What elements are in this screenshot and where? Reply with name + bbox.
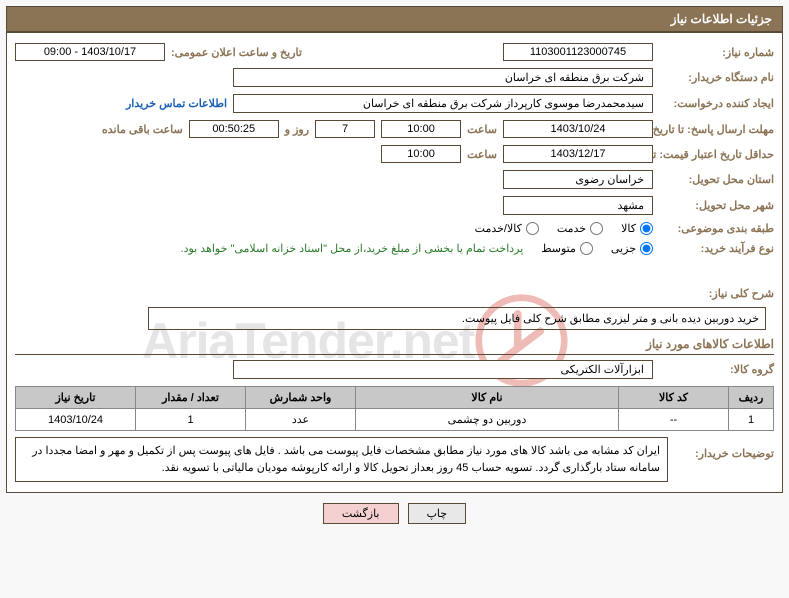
desc-label: توضیحات خریدار: xyxy=(674,437,774,460)
validity-label: حداقل تاریخ اعتبار قیمت: تا تاریخ: xyxy=(659,148,774,161)
radio-service[interactable]: خدمت xyxy=(557,222,603,235)
summary-text: خرید دوربین دیده بانی و متر لیزری مطابق … xyxy=(148,307,766,330)
contact-link[interactable]: اطلاعات تماس خریدار xyxy=(126,97,227,110)
radio-both[interactable]: کالا/خدمت xyxy=(475,222,539,235)
print-button[interactable]: چاپ xyxy=(408,503,467,524)
days-remaining: 7 xyxy=(315,120,375,138)
remaining-label: ساعت باقی مانده xyxy=(102,123,183,136)
province-value: خراسان رضوی xyxy=(503,170,653,189)
countdown: 00:50:25 xyxy=(189,120,279,138)
req-no-label: شماره نیاز: xyxy=(659,46,774,59)
announce-label: تاریخ و ساعت اعلان عمومی: xyxy=(171,46,302,59)
announce-value: 1403/10/17 - 09:00 xyxy=(15,43,165,61)
time-label-2: ساعت xyxy=(467,148,497,161)
city-value: مشهد xyxy=(503,196,653,215)
validity-time: 10:00 xyxy=(381,145,461,163)
goods-section-title: اطلاعات کالاهای مورد نیاز xyxy=(15,337,774,355)
th-date: تاریخ نیاز xyxy=(16,387,136,409)
creator-value: سیدمحمدرضا موسوی کارپرداز شرکت برق منطقه… xyxy=(233,94,653,113)
payment-note: پرداخت تمام یا بخشی از مبلغ خرید،از محل … xyxy=(181,242,524,255)
table-row: 1--دوربین دو چشمیعدد11403/10/24 xyxy=(16,409,774,431)
creator-label: ایجاد کننده درخواست: xyxy=(659,97,774,110)
th-unit: واحد شمارش xyxy=(246,387,356,409)
deadline-date: 1403/10/24 xyxy=(503,120,653,138)
th-qty: تعداد / مقدار xyxy=(136,387,246,409)
back-button[interactable]: بازگشت xyxy=(323,503,399,524)
th-row: ردیف xyxy=(729,387,774,409)
buyer-org-value: شرکت برق منطقه ای خراسان xyxy=(233,68,653,87)
summary-title: شرح کلی نیاز: xyxy=(709,287,774,300)
time-label-1: ساعت xyxy=(467,123,497,136)
th-code: کد کالا xyxy=(619,387,729,409)
content-panel: AriaTender.net شماره نیاز: 1103001123000… xyxy=(6,32,783,493)
deadline-time: 10:00 xyxy=(381,120,461,138)
category-label: طبقه بندی موضوعی: xyxy=(659,222,774,235)
goods-table: ردیف کد کالا نام کالا واحد شمارش تعداد /… xyxy=(15,386,774,431)
buyer-org-label: نام دستگاه خریدار: xyxy=(659,71,774,84)
req-no-value: 1103001123000745 xyxy=(503,43,653,61)
city-label: شهر محل تحویل: xyxy=(659,199,774,212)
group-value: ابزارآلات الکتریکی xyxy=(233,360,653,379)
radio-goods[interactable]: کالا xyxy=(621,222,653,235)
process-label: نوع فرآیند خرید: xyxy=(659,242,774,255)
radio-medium[interactable]: متوسط xyxy=(541,242,593,255)
deadline-label: مهلت ارسال پاسخ: تا تاریخ: xyxy=(659,123,774,136)
desc-text: ایران کد مشابه می باشد کالا های مورد نیا… xyxy=(15,437,668,482)
group-label: گروه کالا: xyxy=(659,363,774,376)
panel-header: جزئیات اطلاعات نیاز xyxy=(6,6,783,32)
th-name: نام کالا xyxy=(356,387,619,409)
validity-date: 1403/12/17 xyxy=(503,145,653,163)
days-and-label: روز و xyxy=(285,123,309,136)
radio-partial[interactable]: جزیی xyxy=(611,242,653,255)
province-label: استان محل تحویل: xyxy=(659,173,774,186)
